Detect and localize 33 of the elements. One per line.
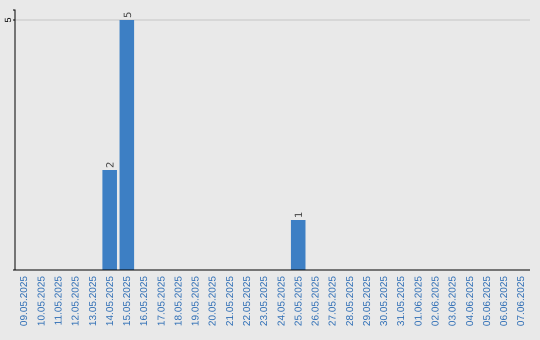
x-tick-label: 19.05.2025 (190, 276, 202, 326)
x-tick-label: 09.05.2025 (19, 276, 30, 326)
x-tick-label: 28.05.2025 (344, 276, 356, 326)
x-tick-label: 10.05.2025 (36, 276, 48, 326)
x-tick-label: 14.05.2025 (104, 276, 116, 326)
x-tick-label: 12.05.2025 (70, 276, 82, 326)
x-tick-label: 23.05.2025 (259, 276, 270, 326)
x-tick-label: 01.06.2025 (413, 276, 424, 326)
data-label: 2 (106, 162, 117, 168)
x-tick-label: 17.05.2025 (156, 276, 168, 326)
x-tick-label: 02.06.2025 (430, 276, 442, 326)
x-tick-label: 25.05.2025 (293, 276, 304, 326)
x-tick-label: 06.06.2025 (499, 276, 510, 326)
x-tick-label: 07.06.2025 (516, 276, 528, 326)
x-tick-label: 30.05.2025 (379, 276, 390, 326)
x-tick-label: 29.05.2025 (362, 276, 373, 326)
x-tick-label: 21.05.2025 (224, 276, 236, 326)
x-tick-label: 15.05.2025 (122, 276, 134, 326)
x-tick-label: 22.05.2025 (242, 276, 253, 326)
x-tick-label: 18.05.2025 (173, 276, 184, 326)
x-tick-label: 03.06.2025 (448, 276, 459, 326)
x-tick-label: 27.05.2025 (328, 276, 339, 326)
x-tick-label: 26.05.2025 (310, 276, 322, 326)
data-label: 1 (294, 212, 306, 218)
x-tick-label: 16.05.2025 (139, 276, 150, 326)
x-tick-label: 04.06.2025 (464, 276, 476, 326)
x-tick-label: 24.05.2025 (276, 276, 288, 326)
x-tick-label: 20.05.2025 (208, 276, 219, 326)
x-tick-label: 11.05.2025 (53, 276, 64, 326)
data-label: 5 (122, 12, 134, 18)
x-tick-label: 31.05.2025 (396, 276, 408, 326)
x-tick-label: 13.05.2025 (88, 276, 99, 326)
x-tick-label: 05.06.2025 (482, 276, 493, 326)
